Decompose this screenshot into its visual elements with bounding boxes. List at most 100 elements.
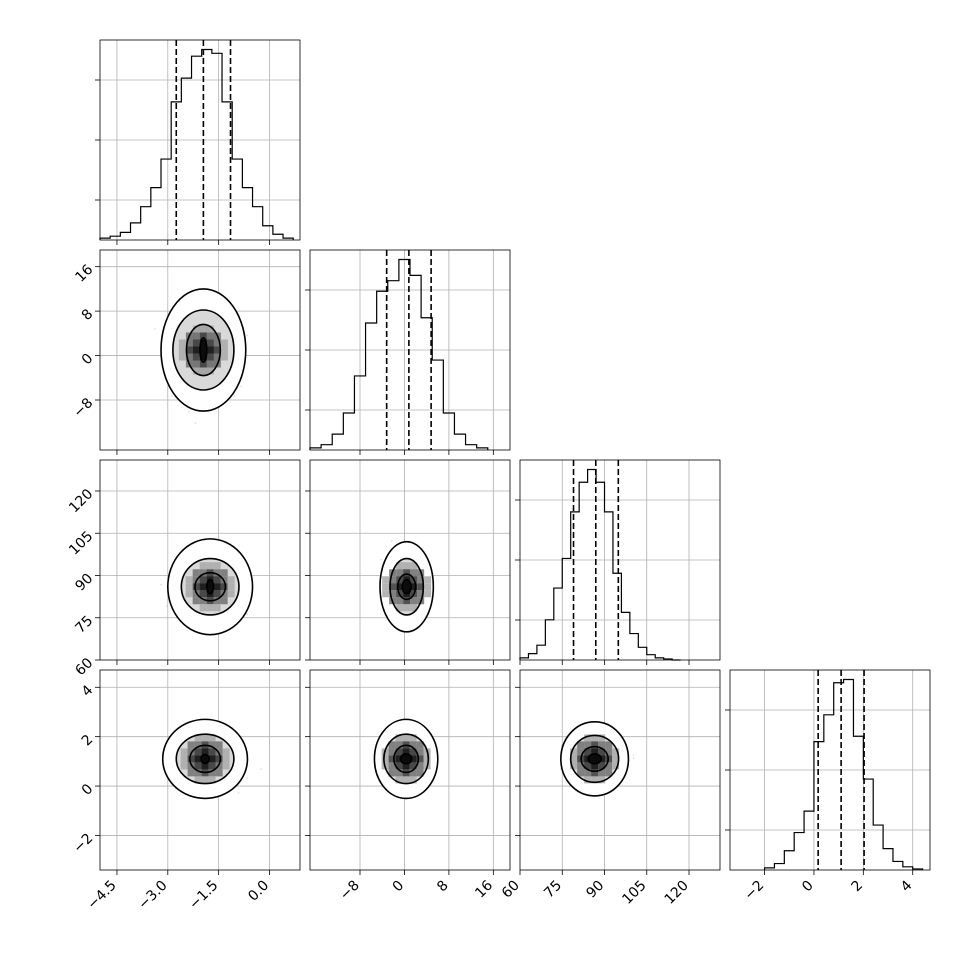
y-tick-label: 60 bbox=[72, 655, 96, 679]
density-cell bbox=[424, 583, 431, 590]
density-cell bbox=[202, 734, 209, 741]
density-cell bbox=[200, 326, 207, 333]
density-cell bbox=[181, 762, 188, 769]
density-cell bbox=[403, 583, 410, 590]
scatter-point bbox=[154, 328, 156, 330]
density-cell bbox=[214, 583, 221, 590]
density-cell bbox=[188, 769, 195, 776]
density-cell bbox=[209, 762, 216, 769]
density-layer bbox=[560, 722, 635, 796]
density-layer bbox=[374, 719, 437, 798]
density-cell bbox=[221, 340, 228, 347]
density-cell bbox=[188, 755, 195, 762]
density-cell bbox=[179, 354, 186, 361]
scatter-point bbox=[160, 584, 162, 586]
density-cell bbox=[193, 333, 200, 340]
density-cell bbox=[207, 354, 214, 361]
density-cell bbox=[424, 590, 431, 597]
y-tick-label: 90 bbox=[72, 571, 96, 595]
density-cell bbox=[403, 776, 410, 783]
scatter-point bbox=[234, 396, 236, 398]
density-cell bbox=[207, 333, 214, 340]
density-cell bbox=[186, 576, 193, 583]
scatter-point bbox=[380, 559, 382, 561]
density-cell bbox=[186, 583, 193, 590]
density-cell bbox=[221, 597, 228, 604]
density-cell bbox=[214, 562, 221, 569]
density-cell bbox=[200, 562, 207, 569]
density-cell bbox=[214, 576, 221, 583]
y-tick-label: 105 bbox=[66, 528, 96, 558]
density-cell bbox=[214, 604, 221, 611]
x-tick-label: −4.5 bbox=[84, 878, 119, 913]
density-cell bbox=[209, 748, 216, 755]
density-cell bbox=[200, 604, 207, 611]
density-cell bbox=[216, 769, 223, 776]
scatter-point bbox=[188, 411, 190, 413]
density-cell bbox=[382, 755, 389, 762]
density-cell bbox=[228, 590, 235, 597]
density-cell bbox=[228, 583, 235, 590]
density-layer bbox=[163, 719, 262, 798]
density-cell bbox=[181, 755, 188, 762]
x-tick-label: 0 bbox=[390, 878, 408, 896]
density-cell bbox=[202, 776, 209, 783]
density-cell bbox=[207, 361, 214, 368]
x-tick-label: −8 bbox=[337, 878, 363, 904]
density-cell bbox=[200, 368, 207, 375]
histogram-step bbox=[310, 260, 488, 450]
y-tick-label: 2 bbox=[79, 732, 97, 750]
density-cell bbox=[195, 762, 202, 769]
density-cell bbox=[193, 597, 200, 604]
scatter-point bbox=[171, 395, 173, 397]
density-cell bbox=[223, 748, 230, 755]
density-cell bbox=[403, 562, 410, 569]
scatter-point bbox=[240, 385, 242, 387]
density-cell bbox=[202, 755, 209, 762]
density-cell bbox=[207, 604, 214, 611]
scatter-point bbox=[238, 792, 240, 794]
density-cell bbox=[403, 604, 410, 611]
density-layer bbox=[160, 539, 253, 635]
y-tick-label: 75 bbox=[72, 613, 96, 637]
density-cell bbox=[221, 583, 228, 590]
scatter-point bbox=[260, 768, 262, 770]
density-cell bbox=[193, 361, 200, 368]
density-cell bbox=[188, 741, 195, 748]
density-cell bbox=[382, 576, 389, 583]
density-cell bbox=[181, 748, 188, 755]
density-cell bbox=[403, 755, 410, 762]
density-cell bbox=[200, 347, 207, 354]
scatter-point bbox=[246, 777, 248, 779]
density-cell bbox=[200, 583, 207, 590]
y-tick-label: −8 bbox=[70, 395, 96, 421]
y-tick-label: 120 bbox=[66, 486, 96, 516]
x-tick-label: 2 bbox=[849, 878, 867, 896]
density-cell bbox=[207, 347, 214, 354]
y-tick-label: 4 bbox=[79, 682, 97, 700]
density-cell bbox=[424, 755, 431, 762]
scatter-panel-2-0: 60 75 90 105 120 bbox=[66, 460, 300, 679]
density-cell bbox=[216, 755, 223, 762]
scatter-point bbox=[246, 335, 248, 337]
scatter-point bbox=[166, 605, 168, 607]
x-tick-label: 8 bbox=[434, 878, 452, 896]
density-cell bbox=[223, 762, 230, 769]
density-cell bbox=[221, 569, 228, 576]
density-cell bbox=[193, 340, 200, 347]
x-tick-label: 4 bbox=[898, 877, 916, 895]
histogram-panel-1 bbox=[305, 250, 510, 455]
density-cell bbox=[382, 583, 389, 590]
density-cell bbox=[382, 590, 389, 597]
y-tick-label: 8 bbox=[79, 306, 97, 324]
density-cell bbox=[195, 748, 202, 755]
density-cell bbox=[179, 340, 186, 347]
x-tick-label: −1.5 bbox=[186, 878, 221, 913]
density-cell bbox=[186, 590, 193, 597]
density-cell bbox=[193, 569, 200, 576]
x-tick-label: −2 bbox=[741, 878, 767, 904]
